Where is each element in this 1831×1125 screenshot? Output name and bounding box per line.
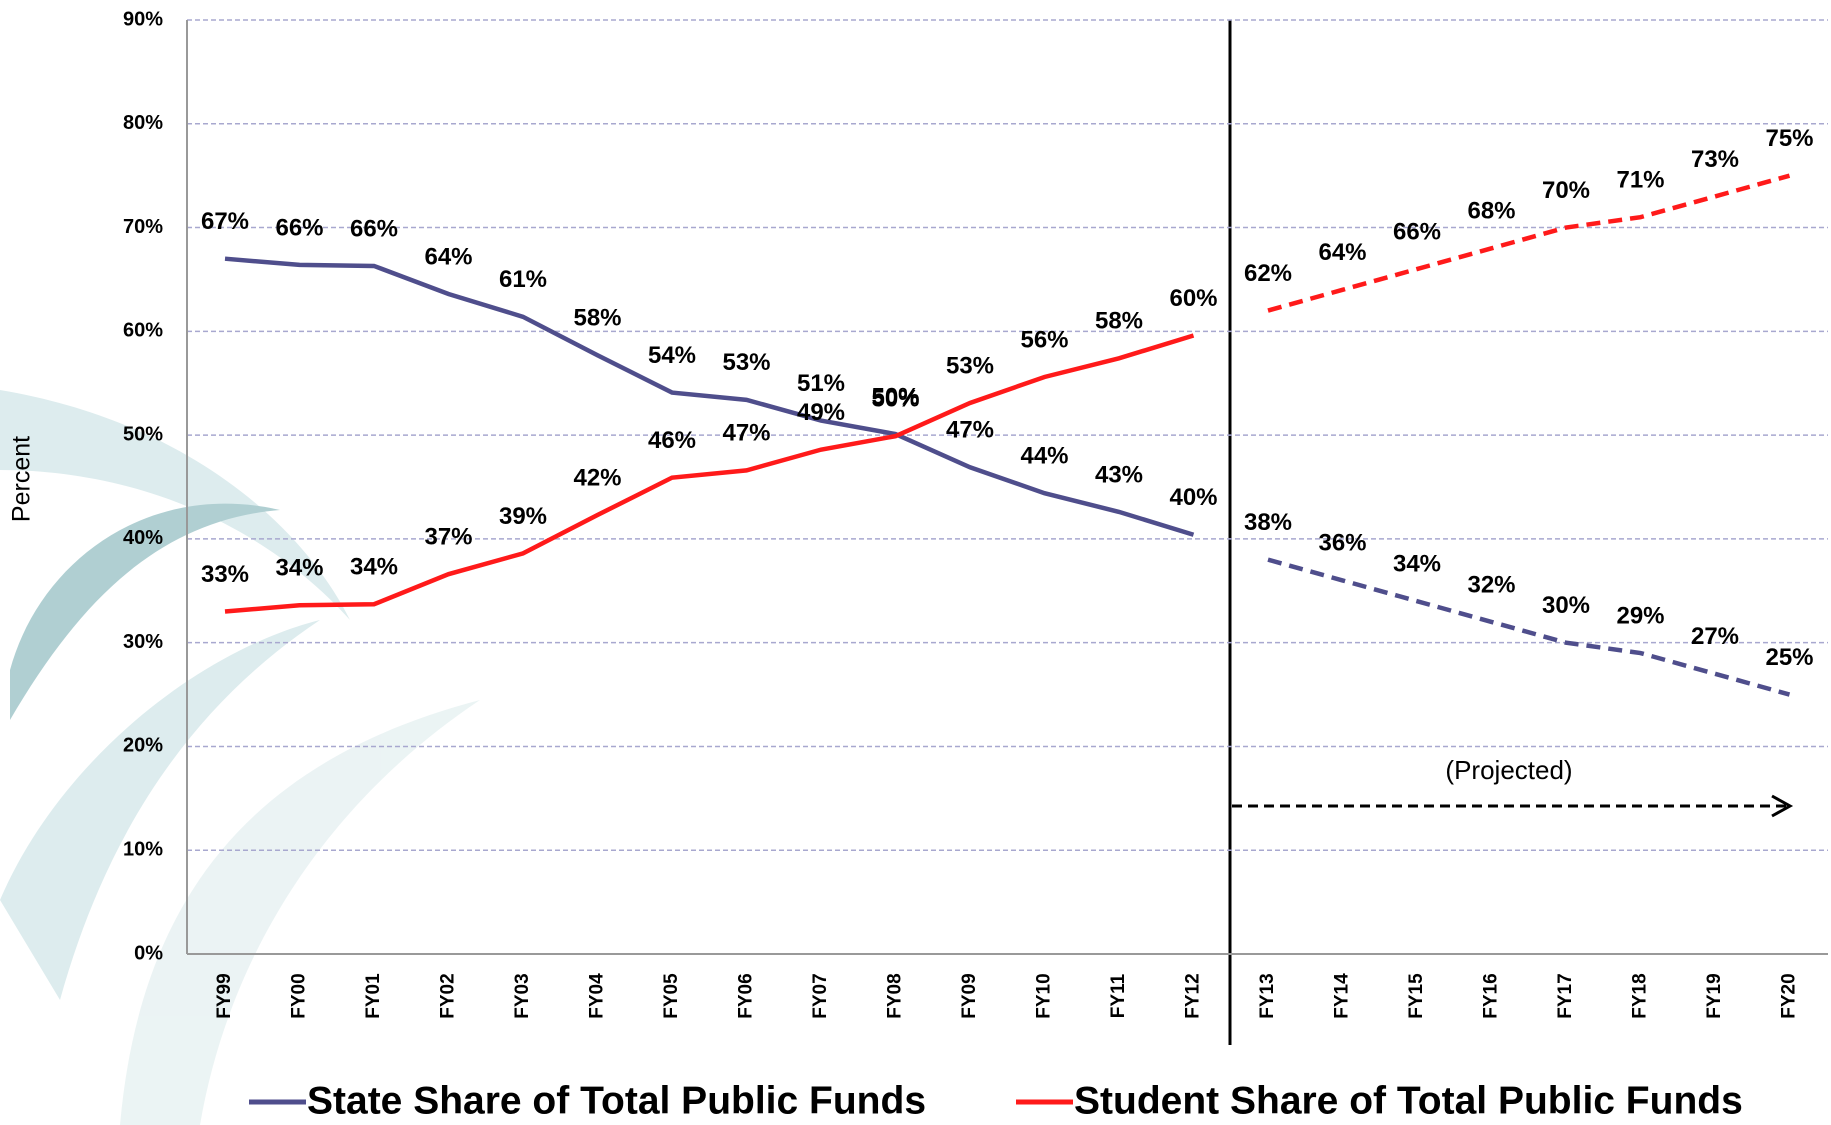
data-label: 51% <box>797 370 845 397</box>
data-label: 42% <box>573 464 621 491</box>
data-label: 29% <box>1616 602 1664 629</box>
x-tick-label: FY06 <box>736 973 757 1018</box>
x-tick-label: FY10 <box>1034 973 1055 1018</box>
data-label: 58% <box>573 305 621 332</box>
data-label: 53% <box>722 349 770 376</box>
data-label: 66% <box>1393 218 1441 245</box>
y-tick-label: 20% <box>123 735 163 757</box>
y-tick-label: 40% <box>123 527 163 549</box>
x-tick-label: FY05 <box>661 973 682 1019</box>
x-tick-label: FY13 <box>1257 973 1278 1018</box>
series-line <box>224 333 1195 614</box>
data-label: 75% <box>1765 125 1813 152</box>
data-label: 61% <box>499 266 547 293</box>
series-line <box>1267 557 1791 697</box>
data-label: 25% <box>1765 644 1813 671</box>
x-tick-label: FY19 <box>1704 973 1725 1018</box>
x-tick-label: FY18 <box>1630 973 1651 1018</box>
data-label: 34% <box>275 555 323 582</box>
series-line <box>1267 173 1791 313</box>
data-label: 32% <box>1467 571 1515 598</box>
x-tick-label: FY16 <box>1481 973 1502 1018</box>
y-tick-label: 30% <box>123 631 163 653</box>
x-tick-label: FY99 <box>214 973 235 1018</box>
data-label: 47% <box>946 417 994 444</box>
legend-label: State Share of Total Public Funds <box>307 1079 926 1122</box>
data-label: 73% <box>1691 146 1739 173</box>
data-label: 43% <box>1095 461 1143 488</box>
x-tick-label: FY20 <box>1779 973 1800 1018</box>
x-tick-label: FY15 <box>1406 973 1427 1019</box>
data-label: 47% <box>722 420 770 447</box>
series-line <box>224 256 1195 537</box>
data-label: 50% <box>871 383 919 410</box>
data-label: 70% <box>1542 177 1590 204</box>
data-label: 60% <box>1169 285 1217 312</box>
data-label: 27% <box>1691 623 1739 650</box>
x-tick-label: FY08 <box>885 973 906 1018</box>
data-label: 33% <box>201 561 249 588</box>
data-label: 53% <box>946 352 994 379</box>
data-label: 56% <box>1020 326 1068 353</box>
x-tick-label: FY17 <box>1555 973 1576 1018</box>
background-swoosh <box>0 390 480 1125</box>
data-label: 39% <box>499 503 547 530</box>
data-label: 34% <box>1393 550 1441 577</box>
x-tick-label: FY14 <box>1332 973 1353 1019</box>
x-tick-label: FY11 <box>1108 973 1129 1018</box>
data-label: 30% <box>1542 592 1590 619</box>
x-tick-label: FY02 <box>438 973 459 1018</box>
y-tick-label: 90% <box>123 8 163 30</box>
y-axis-label: Percent <box>8 436 36 522</box>
data-label: 54% <box>648 342 696 369</box>
data-label: 64% <box>1318 239 1366 266</box>
x-tick-label: FY04 <box>587 973 608 1019</box>
data-label: 66% <box>350 215 398 242</box>
y-tick-label: 80% <box>123 112 163 134</box>
data-label: 37% <box>424 524 472 551</box>
x-tick-label: FY07 <box>810 973 831 1018</box>
data-label: 50% <box>871 385 919 412</box>
data-label: 36% <box>1318 530 1366 557</box>
arrow-head <box>1771 794 1794 818</box>
x-tick-label: FY12 <box>1183 973 1204 1018</box>
data-label: 67% <box>201 208 249 235</box>
annotation: (Projected) <box>1445 755 1572 785</box>
y-tick-label: 60% <box>123 320 163 342</box>
data-label: 34% <box>350 554 398 581</box>
data-label: 44% <box>1020 443 1068 470</box>
data-label: 64% <box>424 243 472 270</box>
x-tick-label: FY03 <box>512 973 533 1018</box>
data-label: 46% <box>648 427 696 454</box>
data-label: 66% <box>275 214 323 241</box>
y-tick-label: 50% <box>123 423 163 445</box>
data-label: 58% <box>1095 308 1143 335</box>
y-tick-label: 10% <box>123 839 163 861</box>
data-label: 49% <box>797 399 845 426</box>
data-label: 38% <box>1244 509 1292 536</box>
data-label: 40% <box>1169 484 1217 511</box>
data-label: 71% <box>1616 167 1664 194</box>
data-label: 62% <box>1244 260 1292 287</box>
y-tick-label: 0% <box>134 942 163 964</box>
x-tick-label: FY01 <box>363 973 384 1019</box>
x-tick-label: FY00 <box>289 973 310 1018</box>
y-tick-label: 70% <box>123 216 163 238</box>
x-tick-label: FY09 <box>959 973 980 1018</box>
data-label: 68% <box>1467 198 1515 225</box>
legend-label: Student Share of Total Public Funds <box>1074 1079 1743 1122</box>
